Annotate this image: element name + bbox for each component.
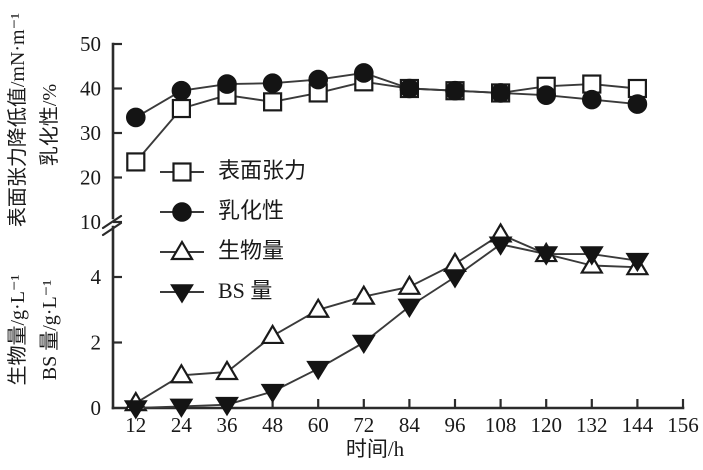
marker-filled-circle [581, 89, 602, 110]
marker-filled-circle [353, 63, 374, 83]
marker-filled-circle [262, 73, 283, 93]
y-tick-label-upper: 40 [80, 77, 101, 101]
chart-axis-titles: 时间/h 生物量/g·L⁻¹ 表面张力降低值/mN·m⁻¹ BS 量/g·L⁻¹ 乳化性… [6, 13, 405, 461]
marker-filled-triangle [351, 334, 376, 355]
legend-item-2[interactable]: 乳化性 [160, 198, 284, 223]
marker-filled-triangle [215, 396, 239, 417]
marker-open-square [171, 98, 191, 119]
marker-filled-triangle [625, 252, 650, 273]
marker-open-triangle [170, 239, 194, 261]
marker-filled-circle [217, 74, 237, 94]
marker-filled-triangle [579, 246, 604, 266]
marker-open-triangle [169, 363, 194, 384]
marker-filled-circle [126, 107, 146, 128]
marker-filled-triangle [397, 298, 422, 318]
x-tick-label: 60 [308, 413, 329, 437]
y-tick-label-lower: 0 [91, 396, 102, 420]
y-tick-label-upper: 50 [80, 32, 101, 56]
x-tick-label: 156 [667, 413, 699, 437]
marker-open-square [172, 162, 192, 182]
y-axis-title-outer-upper: 表面张力降低值/mN·m⁻¹ [6, 13, 29, 227]
marker-filled-circle [536, 85, 557, 105]
x-tick-label: 24 [171, 413, 193, 437]
legend-item-4[interactable]: BS 量 [160, 278, 272, 304]
x-tick-label: 132 [576, 413, 608, 437]
x-tick-label: 48 [262, 413, 283, 437]
marker-filled-triangle [170, 284, 194, 304]
marker-filled-circle [171, 80, 192, 101]
marker-filled-triangle [123, 400, 148, 420]
y-axis-title-inner-upper: 乳化性/% [38, 84, 61, 166]
y-tick-label-upper: 10 [80, 210, 101, 234]
x-tick-label: 72 [353, 413, 374, 437]
marker-open-triangle [306, 297, 331, 318]
legend-item-3[interactable]: 生物量 [160, 238, 284, 263]
marker-filled-circle [490, 83, 511, 103]
legend-item-1[interactable]: 表面张力 [160, 158, 306, 183]
y-tick-label-lower: 4 [91, 265, 102, 289]
marker-open-triangle [351, 284, 376, 305]
y-axis-title-inner-lower: BS 量/g·L⁻¹ [39, 280, 61, 380]
y-axis-title-outer-lower: 生物量/g·L⁻¹ [6, 275, 29, 386]
x-tick-label: 108 [485, 413, 517, 437]
marker-filled-triangle [488, 236, 513, 256]
series-4 [123, 236, 650, 420]
y-tick-label-upper: 30 [80, 121, 101, 145]
marker-filled-triangle [260, 383, 285, 404]
x-tick-label: 96 [445, 413, 466, 437]
marker-filled-triangle [169, 398, 194, 418]
x-tick-label: 36 [217, 413, 238, 437]
series-2 [126, 63, 648, 128]
marker-filled-circle [399, 78, 420, 99]
chart-series [123, 63, 650, 420]
marker-filled-triangle [443, 269, 467, 289]
legend-label: 乳化性 [218, 198, 284, 223]
x-tick-label: 84 [399, 413, 421, 437]
series-line [135, 243, 638, 409]
y-tick-label-upper: 20 [80, 166, 101, 190]
marker-filled-circle [172, 202, 192, 222]
axis-break-mark-1 [101, 214, 123, 230]
marker-open-triangle [215, 359, 239, 381]
marker-open-triangle [397, 274, 422, 295]
marker-filled-triangle [306, 360, 331, 381]
x-tick-label: 144 [622, 413, 654, 437]
x-axis-title: 时间/h [346, 437, 405, 461]
marker-open-triangle [260, 323, 285, 345]
marker-open-square [126, 152, 146, 172]
marker-filled-circle [627, 94, 648, 114]
marker-filled-circle [445, 80, 465, 101]
legend-label: 表面张力 [218, 158, 306, 183]
marker-open-square [263, 92, 283, 112]
marker-filled-triangle [534, 246, 559, 266]
legend-label: 生物量 [218, 238, 284, 263]
legend-label: BS 量 [218, 278, 272, 303]
x-tick-label: 120 [530, 413, 562, 437]
marker-filled-circle [308, 69, 329, 90]
y-tick-label-lower: 2 [91, 331, 102, 355]
axis-break-mark-2 [101, 221, 123, 237]
x-tick-label: 12 [125, 413, 146, 437]
